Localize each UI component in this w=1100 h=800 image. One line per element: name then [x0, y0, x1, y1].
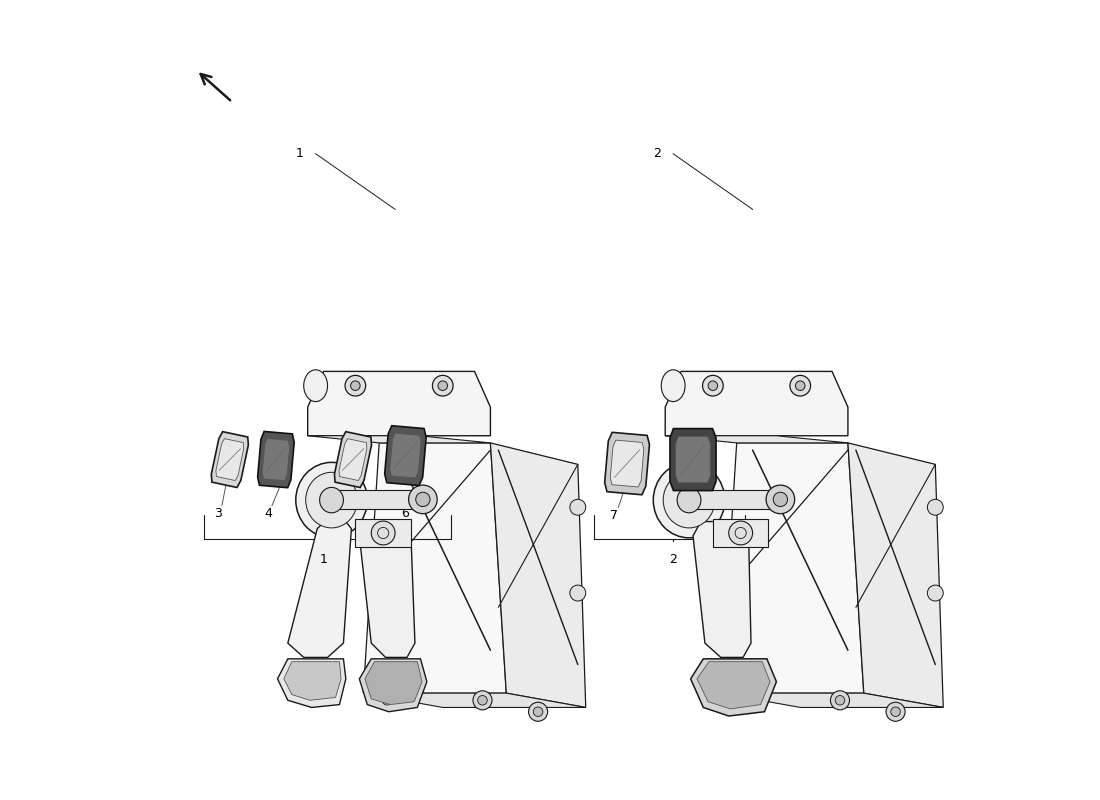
Text: 6: 6: [402, 507, 409, 520]
Polygon shape: [308, 436, 491, 443]
Polygon shape: [693, 522, 751, 658]
Circle shape: [529, 702, 548, 722]
Circle shape: [790, 375, 811, 396]
Circle shape: [887, 702, 905, 722]
Text: 7: 7: [610, 509, 618, 522]
Circle shape: [891, 707, 900, 717]
Polygon shape: [605, 432, 649, 494]
Ellipse shape: [296, 462, 367, 538]
Circle shape: [570, 585, 586, 601]
Polygon shape: [334, 432, 372, 487]
Circle shape: [351, 381, 360, 390]
Polygon shape: [675, 436, 711, 483]
Text: 2: 2: [669, 553, 678, 566]
Ellipse shape: [678, 487, 701, 513]
Polygon shape: [277, 659, 345, 707]
Ellipse shape: [304, 370, 328, 402]
Polygon shape: [666, 436, 848, 443]
Circle shape: [477, 695, 487, 705]
Polygon shape: [691, 659, 777, 716]
Circle shape: [927, 585, 944, 601]
Ellipse shape: [663, 472, 715, 528]
Polygon shape: [360, 525, 415, 658]
Ellipse shape: [320, 487, 343, 513]
Circle shape: [795, 381, 805, 390]
Polygon shape: [216, 438, 244, 481]
Circle shape: [703, 375, 723, 396]
Ellipse shape: [306, 472, 358, 528]
Polygon shape: [689, 490, 784, 509]
Text: 3: 3: [214, 507, 222, 520]
Circle shape: [729, 521, 752, 545]
Circle shape: [377, 690, 397, 710]
Polygon shape: [713, 518, 769, 547]
Polygon shape: [363, 443, 506, 693]
Circle shape: [345, 375, 365, 396]
Polygon shape: [339, 438, 367, 481]
Text: 1: 1: [296, 147, 304, 160]
Circle shape: [766, 485, 794, 514]
Polygon shape: [720, 693, 944, 707]
Circle shape: [534, 707, 543, 717]
Polygon shape: [355, 518, 411, 547]
Circle shape: [773, 492, 788, 506]
Circle shape: [473, 690, 492, 710]
Polygon shape: [363, 693, 586, 707]
Text: 2: 2: [653, 147, 661, 160]
Circle shape: [416, 492, 430, 506]
Circle shape: [830, 690, 849, 710]
Ellipse shape: [661, 370, 685, 402]
Polygon shape: [360, 659, 427, 712]
Circle shape: [708, 381, 717, 390]
Text: 8: 8: [688, 509, 695, 522]
Polygon shape: [257, 431, 294, 488]
Circle shape: [835, 695, 845, 705]
Polygon shape: [331, 490, 427, 509]
Polygon shape: [491, 443, 586, 707]
Polygon shape: [262, 438, 289, 481]
Ellipse shape: [653, 462, 725, 538]
Polygon shape: [308, 371, 491, 436]
Polygon shape: [666, 371, 848, 436]
Text: 5: 5: [337, 507, 345, 520]
Polygon shape: [720, 443, 864, 693]
Polygon shape: [697, 662, 770, 709]
Polygon shape: [288, 518, 351, 658]
Polygon shape: [848, 443, 944, 707]
Circle shape: [740, 695, 749, 705]
Polygon shape: [385, 426, 426, 486]
Circle shape: [408, 485, 437, 514]
Circle shape: [927, 499, 944, 515]
Circle shape: [372, 521, 395, 545]
Polygon shape: [610, 440, 643, 487]
Polygon shape: [365, 662, 422, 705]
Circle shape: [438, 381, 448, 390]
Text: 1: 1: [320, 553, 328, 566]
Circle shape: [383, 695, 392, 705]
Circle shape: [735, 690, 755, 710]
Polygon shape: [211, 432, 249, 487]
Circle shape: [432, 375, 453, 396]
Text: 4: 4: [264, 507, 272, 520]
Polygon shape: [389, 433, 421, 478]
Polygon shape: [670, 429, 716, 490]
Polygon shape: [284, 662, 341, 700]
Circle shape: [570, 499, 586, 515]
